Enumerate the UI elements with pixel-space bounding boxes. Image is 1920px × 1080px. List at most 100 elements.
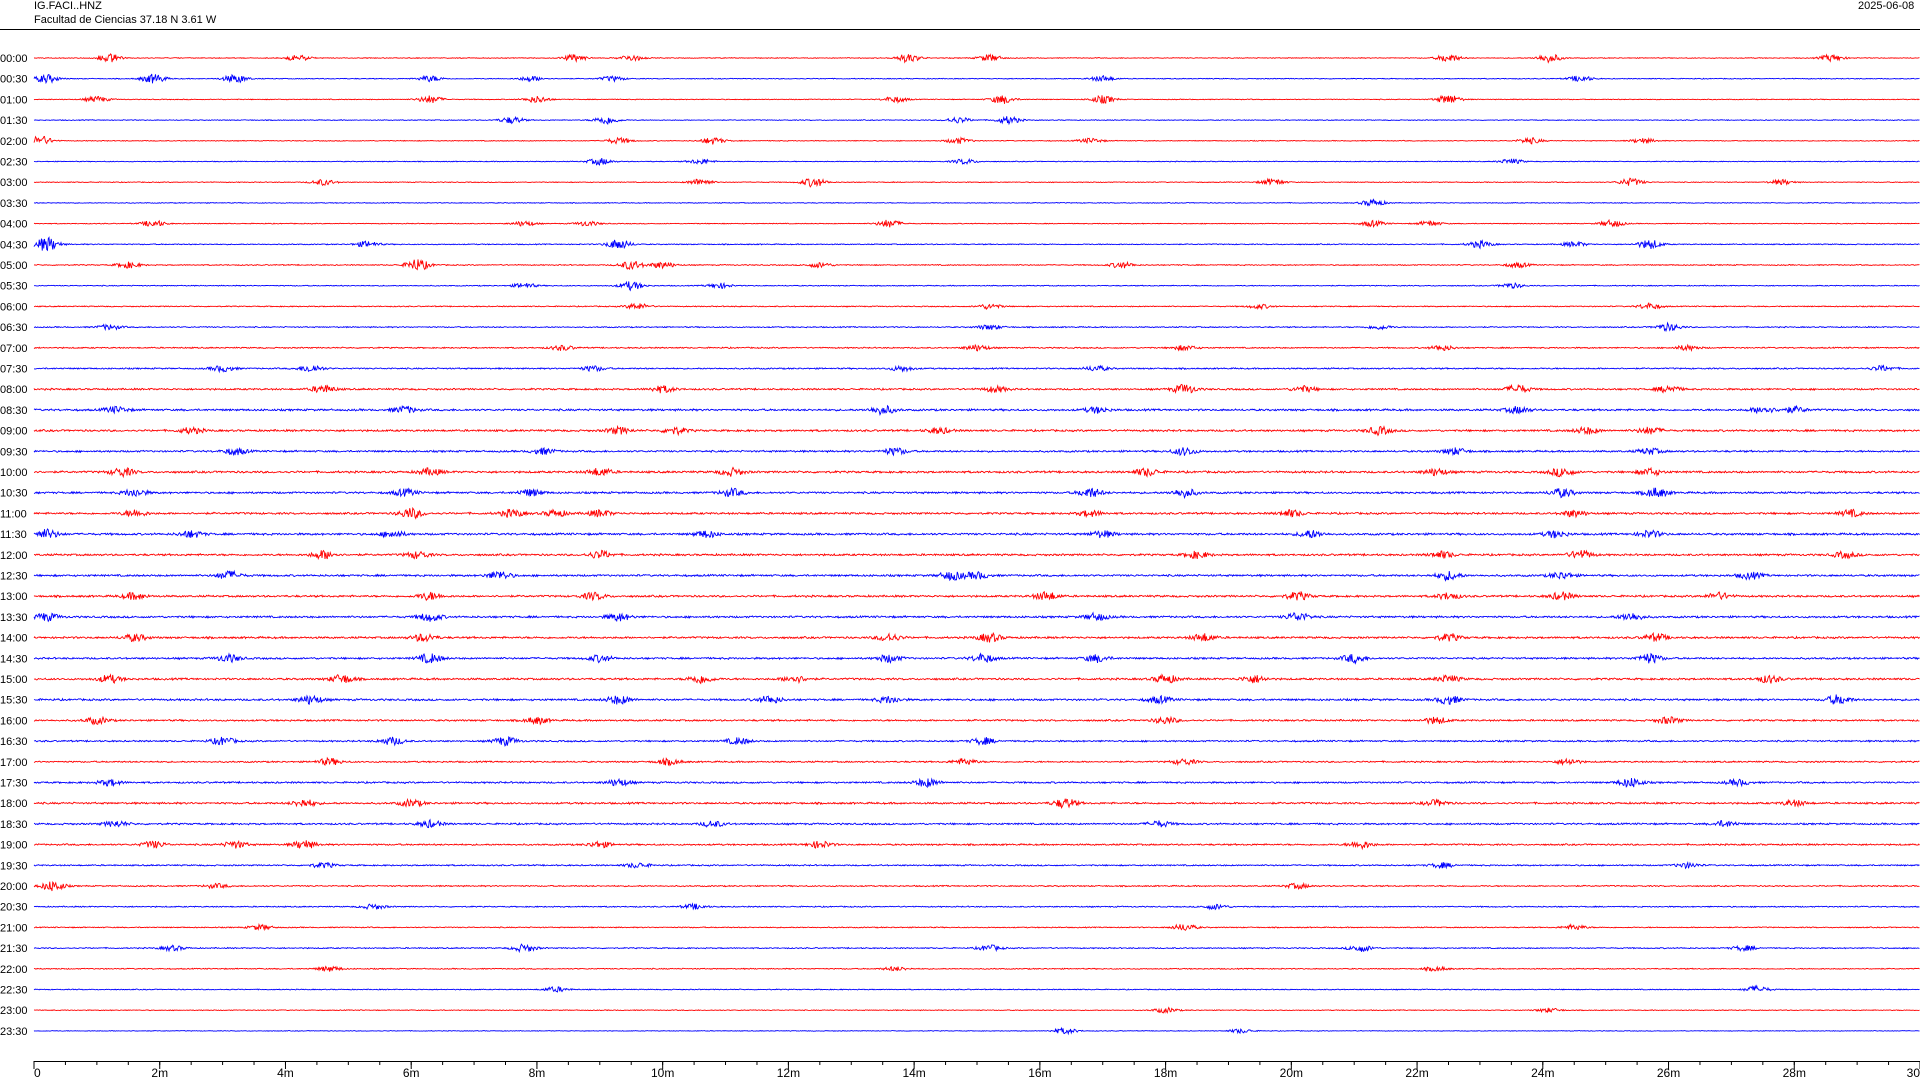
trace-row-1200	[33, 549, 1920, 561]
row-label: 00:30	[0, 74, 28, 86]
row-label: 20:00	[0, 881, 28, 893]
trace-row-0800	[33, 383, 1920, 394]
x-tick-label: 10m	[651, 1066, 674, 1080]
trace-row-0300	[33, 177, 1920, 188]
row-label: 15:30	[0, 695, 28, 707]
row-label: 13:30	[0, 612, 28, 624]
x-tick-label: 28m	[1783, 1066, 1806, 1080]
trace-row-0630	[33, 321, 1920, 333]
trace-row-0830	[33, 404, 1920, 417]
x-tick-label: 16m	[1028, 1066, 1051, 1080]
row-label: 10:00	[0, 467, 28, 479]
row-label: 09:30	[0, 446, 28, 458]
row-label: 03:30	[0, 198, 28, 210]
row-label: 22:00	[0, 964, 28, 976]
trace-row-0100	[33, 94, 1920, 105]
row-label: 07:00	[0, 343, 28, 355]
trace-row-0230	[33, 157, 1920, 166]
row-label: 12:30	[0, 571, 28, 583]
trace-row-0130	[33, 115, 1920, 126]
x-tick-label: 18m	[1154, 1066, 1177, 1080]
row-label: 14:30	[0, 653, 28, 665]
trace-row-1000	[33, 466, 1920, 479]
trace-row-1600	[33, 715, 1920, 726]
trace-row-1730	[33, 777, 1920, 789]
trace-row-1300	[33, 590, 1920, 602]
row-label: 18:00	[0, 798, 28, 810]
station-code: IG.FACI..HNZ	[34, 0, 102, 12]
trace-row-1400	[33, 631, 1920, 643]
row-label: 19:00	[0, 840, 28, 852]
trace-row-0530	[33, 280, 1920, 292]
row-label: 18:30	[0, 819, 28, 831]
trace-row-1630	[33, 736, 1920, 747]
row-label: 02:30	[0, 157, 28, 169]
row-label: 17:00	[0, 757, 28, 769]
trace-row-1530	[33, 694, 1920, 705]
trace-row-1430	[33, 652, 1920, 665]
row-label-group: 00:00 00:30 01:00 01:30 02:00 02:30 03:00 03:30…	[0, 53, 28, 1038]
row-label: 08:30	[0, 405, 28, 417]
x-tick-label: 22m	[1405, 1066, 1428, 1080]
row-label: 23:00	[0, 1005, 28, 1017]
date-label: 2025-06-08	[1858, 0, 1914, 12]
x-tick-label: 30	[1907, 1066, 1920, 1080]
trace-row-0430	[33, 236, 1920, 252]
x-tick-label: 4m	[277, 1066, 294, 1080]
trace-row-1130	[33, 528, 1920, 539]
trace-row-2330	[33, 1026, 1920, 1036]
trace-row-1230	[33, 569, 1920, 582]
trace-row-0700	[33, 343, 1920, 352]
row-label: 16:00	[0, 715, 28, 727]
trace-row-0930	[33, 446, 1920, 457]
row-label: 14:00	[0, 633, 28, 645]
trace-row-1930	[33, 861, 1920, 870]
trace-row-1330	[33, 611, 1920, 623]
x-tick-label: 26m	[1657, 1066, 1680, 1080]
trace-row-0900	[33, 424, 1920, 437]
row-label: 22:30	[0, 985, 28, 997]
trace-row-1100	[33, 506, 1920, 520]
row-label: 19:30	[0, 860, 28, 872]
trace-row-2300	[33, 1006, 1920, 1014]
x-tick-label: 2m	[151, 1066, 168, 1080]
row-label: 11:00	[0, 508, 27, 520]
row-label: 21:00	[0, 922, 28, 934]
trace-row-0600	[33, 302, 1920, 311]
trace-row-1030	[33, 486, 1920, 500]
row-label: 05:30	[0, 281, 28, 293]
row-label: 08:00	[0, 384, 28, 396]
row-label: 00:00	[0, 53, 28, 65]
row-label: 10:30	[0, 488, 28, 500]
row-label: 05:00	[0, 260, 28, 272]
row-label: 13:00	[0, 591, 28, 603]
trace-row-2230	[33, 984, 1920, 993]
row-label: 09:00	[0, 426, 28, 438]
trace-row-0400	[33, 218, 1920, 228]
trace-row-0730	[33, 364, 1920, 374]
row-label: 06:30	[0, 322, 28, 334]
station-location: Facultad de Ciencias 37.18 N 3.61 W	[34, 14, 217, 26]
row-label: 06:00	[0, 301, 28, 313]
row-label: 11:30	[0, 529, 27, 541]
trace-row-2030	[33, 902, 1920, 911]
x-tick-label: 8m	[529, 1066, 546, 1080]
trace-row-1500	[33, 673, 1920, 685]
x-tick-label: 0	[34, 1066, 41, 1080]
row-label: 04:30	[0, 239, 28, 251]
row-label: 04:00	[0, 219, 28, 231]
x-tick-label: 12m	[777, 1066, 800, 1080]
row-label: 16:30	[0, 736, 28, 748]
row-label: 01:30	[0, 115, 28, 127]
trace-row-0200	[33, 135, 1920, 145]
row-label: 12:00	[0, 550, 28, 562]
trace-row-0330	[33, 198, 1920, 207]
trace-row-2130	[33, 943, 1920, 954]
x-tick-label: 20m	[1280, 1066, 1303, 1080]
trace-row-0030	[33, 73, 1920, 85]
trace-row-1800	[33, 797, 1920, 809]
trace-row-2200	[33, 965, 1920, 973]
row-label: 21:30	[0, 943, 28, 955]
row-label: 20:30	[0, 902, 28, 914]
